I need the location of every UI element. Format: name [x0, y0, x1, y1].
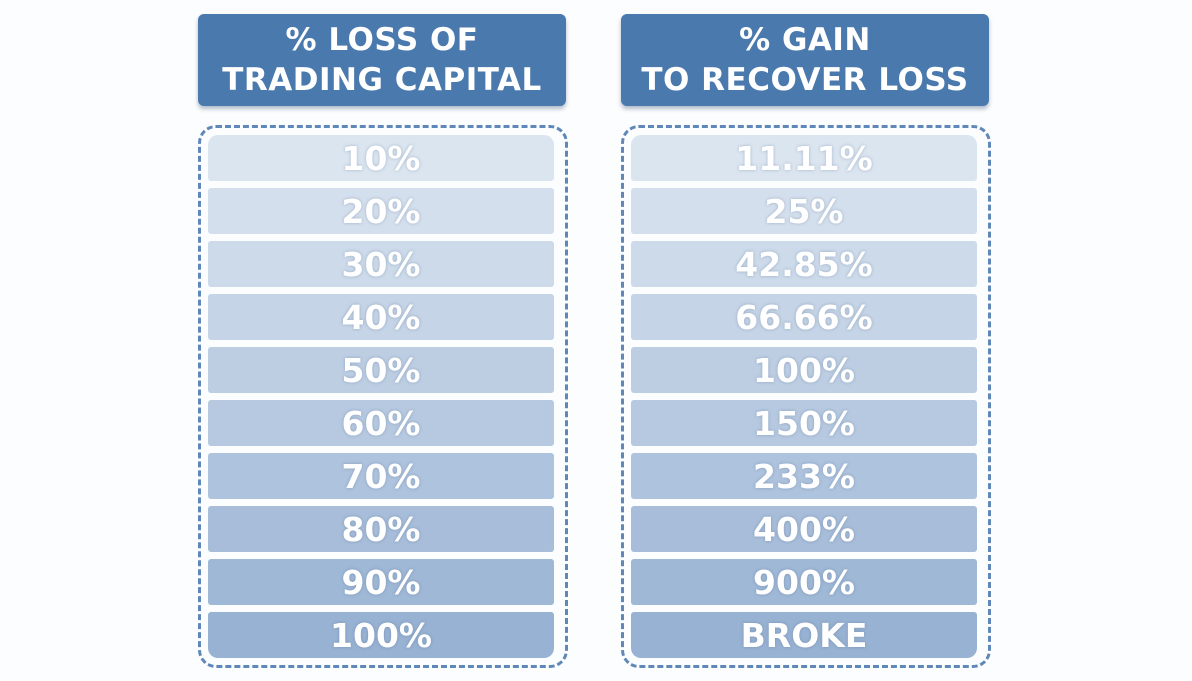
table-cell: 42.85%: [631, 241, 977, 287]
table-cell: 50%: [208, 347, 554, 393]
dashed-frame: [198, 125, 568, 668]
table-cell: 90%: [208, 559, 554, 605]
header-line: TRADING CAPITAL: [222, 62, 542, 98]
table-cell: 80%: [208, 506, 554, 552]
table-cell: 100%: [208, 612, 554, 658]
column-header: % GAIN TO RECOVER LOSS: [621, 14, 989, 106]
table-cell: 233%: [631, 453, 977, 499]
table-cell: 40%: [208, 294, 554, 340]
table-cell: 10%: [208, 135, 554, 181]
column-header: % LOSS OF TRADING CAPITAL: [198, 14, 566, 106]
table-cell: 11.11%: [631, 135, 977, 181]
table-cell: 66.66%: [631, 294, 977, 340]
header-line: % LOSS OF: [285, 22, 479, 58]
table-cell: 70%: [208, 453, 554, 499]
dashed-frame: [621, 125, 991, 668]
table-cell: 25%: [631, 188, 977, 234]
header-line: % GAIN: [739, 22, 871, 58]
table-cell: 900%: [631, 559, 977, 605]
table-cell: 20%: [208, 188, 554, 234]
table-cell: 100%: [631, 347, 977, 393]
table-cell: 60%: [208, 400, 554, 446]
table-cell: 30%: [208, 241, 554, 287]
table-cell: BROKE: [631, 612, 977, 658]
table-cell: 150%: [631, 400, 977, 446]
header-line: TO RECOVER LOSS: [641, 62, 969, 98]
table-cell: 400%: [631, 506, 977, 552]
